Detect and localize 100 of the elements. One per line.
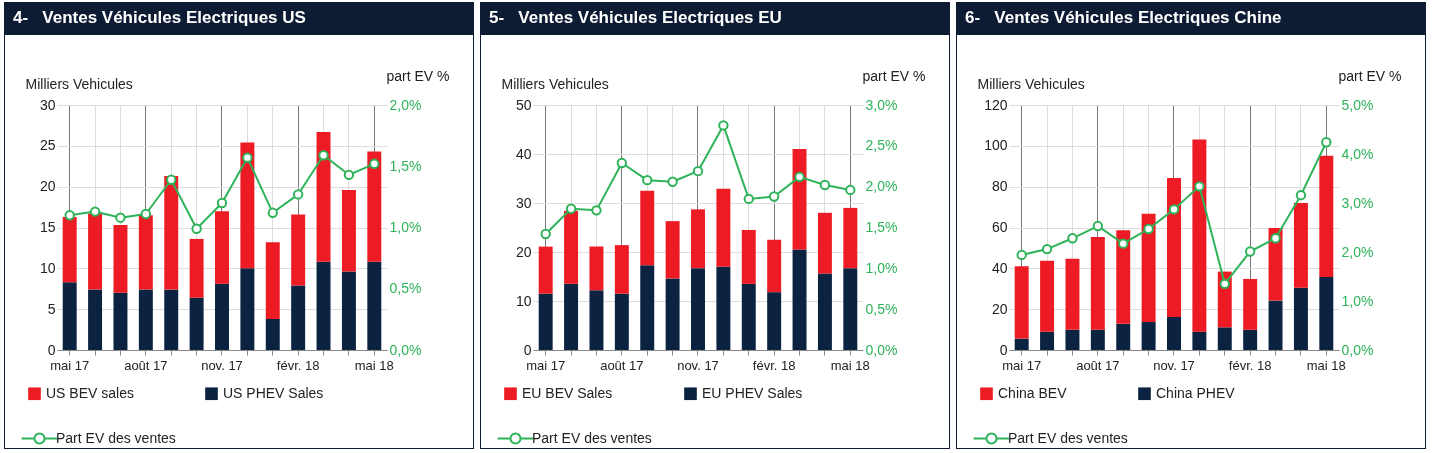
y-axis-title: Milliers Vehicules bbox=[501, 75, 609, 92]
point bbox=[1143, 223, 1154, 235]
y2-tick-label: 2,5% bbox=[865, 137, 898, 154]
y-tick-label: 100 bbox=[984, 137, 1008, 154]
point bbox=[667, 176, 678, 187]
bar bbox=[1116, 323, 1131, 350]
bar bbox=[691, 268, 705, 350]
y2-tick-label: 2,0% bbox=[865, 178, 898, 195]
bar bbox=[1065, 329, 1080, 350]
bar bbox=[164, 176, 179, 290]
point bbox=[616, 157, 628, 169]
bar bbox=[291, 214, 306, 286]
bar bbox=[1268, 300, 1283, 350]
y-tick-label: 120 bbox=[984, 96, 1008, 113]
y-tick-label: 0 bbox=[999, 341, 1008, 358]
bar bbox=[1141, 322, 1156, 350]
point bbox=[64, 210, 75, 221]
y2-tick-label: 2,0% bbox=[389, 96, 422, 113]
bar bbox=[138, 289, 153, 350]
bar bbox=[164, 289, 179, 350]
x-tick-label: août 17 bbox=[600, 357, 644, 373]
bar bbox=[1319, 155, 1334, 277]
y2-tick-label: 1,0% bbox=[1341, 292, 1374, 309]
bar bbox=[817, 273, 832, 350]
y-tick-label: 60 bbox=[991, 219, 1008, 235]
y-tick-label: 25 bbox=[39, 137, 56, 154]
bar bbox=[843, 268, 858, 350]
bar bbox=[1065, 258, 1080, 330]
y-tick-label: 40 bbox=[991, 259, 1008, 276]
bar bbox=[113, 292, 128, 350]
y2-tick-label: 2,0% bbox=[1341, 243, 1374, 260]
y-tick-label: 50 bbox=[515, 96, 532, 113]
bar bbox=[1217, 327, 1232, 350]
y2-tick-label: 0,0% bbox=[1341, 341, 1374, 358]
point bbox=[768, 191, 780, 202]
x-tick-label: mai 18 bbox=[354, 357, 394, 373]
bar bbox=[341, 271, 356, 350]
point bbox=[115, 212, 126, 223]
point bbox=[318, 150, 329, 161]
bar bbox=[1090, 329, 1105, 350]
bar bbox=[62, 216, 77, 283]
y-tick-label: 0 bbox=[47, 341, 56, 358]
y-tick-label: 30 bbox=[39, 96, 56, 113]
y2-tick-label: 0,0% bbox=[389, 341, 422, 358]
point bbox=[292, 189, 304, 200]
point bbox=[845, 184, 856, 196]
x-tick-label: août 17 bbox=[124, 357, 168, 373]
y-tick-label: 15 bbox=[39, 219, 56, 235]
x-tick-label: mai 18 bbox=[1306, 357, 1346, 373]
x-tick-label: août 17 bbox=[1076, 357, 1120, 373]
y-tick-label: 80 bbox=[991, 178, 1008, 195]
y-tick-label: 20 bbox=[991, 300, 1008, 317]
point bbox=[369, 158, 380, 169]
y2-tick-label: 5,0% bbox=[1341, 96, 1374, 113]
point bbox=[1194, 181, 1205, 192]
point bbox=[794, 171, 805, 183]
bar bbox=[62, 282, 77, 350]
point bbox=[242, 152, 253, 163]
point bbox=[565, 203, 577, 214]
bar bbox=[1268, 228, 1283, 301]
point bbox=[718, 120, 729, 131]
x-tick-label: févr. 18 bbox=[1228, 357, 1272, 373]
bar bbox=[291, 285, 306, 350]
legend-label: Part EV des ventes bbox=[56, 429, 176, 446]
bar bbox=[767, 292, 782, 350]
bar bbox=[1014, 266, 1029, 339]
y2-axis-title: part EV % bbox=[1338, 67, 1402, 84]
point bbox=[1295, 189, 1307, 201]
bar bbox=[614, 245, 629, 294]
legend-label: China PHEV bbox=[1156, 384, 1236, 401]
y2-tick-label: 0,0% bbox=[865, 341, 898, 358]
y2-tick-label: 0,5% bbox=[389, 280, 422, 297]
bar bbox=[665, 221, 680, 279]
legend-label: EU PHEV Sales bbox=[702, 384, 803, 401]
bar bbox=[1141, 213, 1156, 323]
bar bbox=[665, 278, 680, 350]
bar bbox=[240, 268, 255, 350]
bar bbox=[767, 239, 782, 293]
bar bbox=[88, 213, 103, 290]
bar bbox=[1090, 237, 1105, 330]
point bbox=[743, 193, 754, 205]
bar bbox=[215, 211, 229, 284]
y-tick-label: 0 bbox=[523, 341, 532, 358]
point bbox=[819, 179, 831, 191]
bar bbox=[1192, 331, 1207, 350]
bar bbox=[1040, 260, 1055, 332]
y-tick-label: 10 bbox=[39, 259, 56, 276]
point bbox=[343, 169, 355, 180]
bar bbox=[1293, 203, 1308, 288]
bar bbox=[1014, 338, 1029, 350]
x-tick-label: mai 17 bbox=[50, 357, 90, 373]
bar bbox=[1243, 278, 1258, 330]
bar bbox=[265, 242, 280, 319]
point bbox=[1321, 137, 1332, 148]
x-tick-label: nov. 17 bbox=[1153, 357, 1195, 373]
point bbox=[216, 197, 228, 209]
bar bbox=[189, 297, 204, 350]
point bbox=[1092, 220, 1104, 232]
bar bbox=[1243, 329, 1258, 350]
point bbox=[692, 165, 704, 177]
